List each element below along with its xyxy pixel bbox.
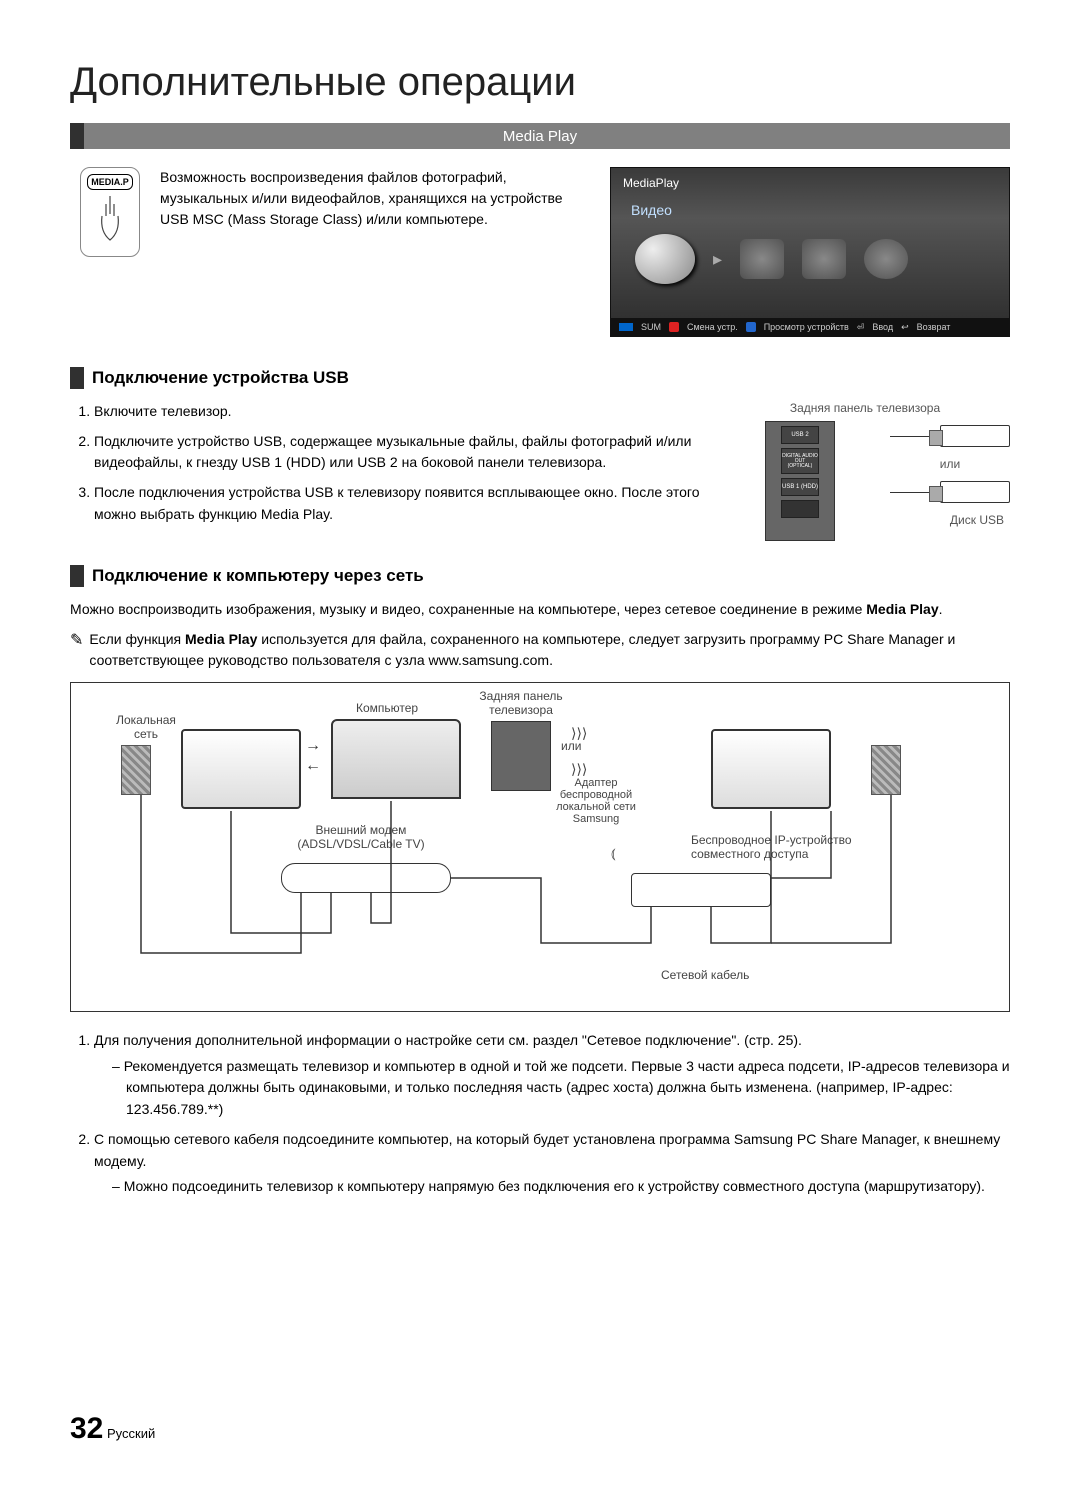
section-marker (70, 565, 84, 587)
note-text: Если функция Media Play используется для… (89, 629, 1010, 672)
network-steps-list: Для получения дополнительной информации … (70, 1030, 1010, 1198)
page-number: 32 (70, 1412, 103, 1445)
label-computer: Компьютер (356, 701, 418, 715)
rear-panel-mini-icon (491, 721, 551, 791)
hand-icon (92, 194, 128, 244)
port-usb2: USB 2 (781, 426, 819, 444)
usb-indicator-icon (619, 323, 633, 331)
network-step-1-dash: – Рекомендуется размещать телевизор и ко… (112, 1056, 1010, 1121)
wifi-icon: ⟩⟩⟩ (571, 725, 587, 742)
section-title-network: Подключение к компьютеру через сеть (92, 566, 424, 586)
network-diagram: Локальная сеть Компьютер Задняя панель т… (70, 682, 1010, 1012)
photo-icon (802, 239, 846, 279)
page-footer: 32 Русский (70, 1412, 155, 1446)
label-adapter: Адаптер беспроводной локальной сети Sams… (541, 777, 651, 825)
remote-button-label: MEDIA.P (87, 174, 133, 190)
rear-panel-diagram: Задняя панель телевизора USB 2 DIGITAL A… (720, 401, 1010, 541)
port-hdmi (781, 500, 819, 518)
tv-bar-d: Просмотр устройств (764, 322, 849, 332)
tv-bar-sum: SUM (641, 322, 661, 332)
tv-right-icon (711, 729, 831, 809)
arrow-left-icon: ← (305, 757, 321, 775)
usb-step-1: Включите телевизор. (94, 401, 700, 423)
network-step-2-dash: – Можно подсоединить телевизор к компьют… (112, 1176, 1010, 1198)
wall-jack-icon (121, 745, 151, 795)
wall-jack-right-icon (871, 745, 901, 795)
laptop-icon (331, 719, 461, 799)
tv-header: MediaPlay (611, 168, 1009, 198)
tv-bar-return: Возврат (917, 322, 951, 332)
music-icon (740, 239, 784, 279)
media-play-intro-row: MEDIA.P Возможность воспроизведения файл… (70, 167, 1010, 337)
wifi-icon: ⟩⟩⟩ (571, 761, 587, 778)
usb-stick-top-icon (940, 425, 1010, 447)
connector-line (890, 492, 930, 493)
media-play-description: Возможность воспроизведения файлов фотог… (160, 167, 590, 337)
enter-icon: ⏎ (857, 322, 865, 333)
tv-left-icon (181, 729, 301, 809)
page-language: Русский (107, 1426, 155, 1441)
arrow-right-icon: → (305, 737, 321, 755)
label-rear-panel: Задняя панель телевизора (461, 689, 581, 717)
blue-button-icon (746, 322, 756, 332)
section-bar-media-play: Media Play (70, 123, 1010, 149)
note-icon: ✎ (70, 629, 83, 672)
remote-button-illustration: MEDIA.P (80, 167, 140, 257)
or-label: или (890, 457, 1010, 471)
usb-section-content: Включите телевизор. Подключите устройств… (70, 401, 1010, 541)
router-icon (631, 873, 771, 907)
tv-bar-enter: Ввод (872, 322, 893, 332)
chevron-right-icon: ▸ (713, 249, 722, 270)
tv-icon-row: ▸ (611, 222, 1009, 284)
network-step-1: Для получения дополнительной информации … (94, 1030, 1010, 1121)
wifi-icon: ⦅ (611, 845, 616, 862)
return-icon: ↩ (901, 322, 909, 333)
usb-step-3: После подключения устройства USB к телев… (94, 482, 700, 525)
label-cable: Сетевой кабель (661, 968, 749, 982)
section-title-usb: Подключение устройства USB (92, 368, 349, 388)
usb-disk-label: Диск USB (890, 513, 1010, 527)
tv-legend-bar: SUM Смена устр. Просмотр устройств ⏎ Вво… (611, 318, 1009, 336)
settings-icon (864, 239, 908, 279)
red-button-icon (669, 322, 679, 332)
tv-bar-a: Смена устр. (687, 322, 738, 332)
usb-step-2: Подключите устройство USB, содержащее му… (94, 431, 700, 474)
usb-steps-list: Включите телевизор. Подключите устройств… (70, 401, 700, 525)
film-reel-icon (635, 234, 695, 284)
network-note: ✎ Если функция Media Play используется д… (70, 629, 1010, 672)
section-marker (70, 367, 84, 389)
panel-caption: Задняя панель телевизора (720, 401, 1010, 415)
network-step-2: С помощью сетевого кабеля подсоедините к… (94, 1129, 1010, 1198)
modem-icon (281, 863, 451, 893)
label-ip-device: Беспроводное IP-устройство совместного д… (691, 833, 891, 861)
tv-preview-screenshot: MediaPlay Видео ▸ SUM Смена устр. Просмо… (610, 167, 1010, 337)
port-usb1: USB 1 (HDD) (781, 478, 819, 496)
section-header-network: Подключение к компьютеру через сеть (70, 565, 1010, 587)
page-title: Дополнительные операции (70, 60, 1010, 105)
network-intro: Можно воспроизводить изображения, музыку… (70, 599, 1010, 621)
usb-stick-bottom-icon (940, 481, 1010, 503)
section-bar-label: Media Play (503, 128, 577, 145)
connector-line (890, 436, 930, 437)
port-audio: DIGITAL AUDIO OUT (OPTICAL) (781, 448, 819, 474)
label-lan: Локальная сеть (111, 713, 181, 741)
tv-category: Видео (611, 198, 1009, 222)
panel-ports: USB 2 DIGITAL AUDIO OUT (OPTICAL) USB 1 … (765, 421, 835, 541)
section-header-usb: Подключение устройства USB (70, 367, 1010, 389)
label-modem: Внешний модем (ADSL/VDSL/Cable TV) (281, 823, 441, 851)
